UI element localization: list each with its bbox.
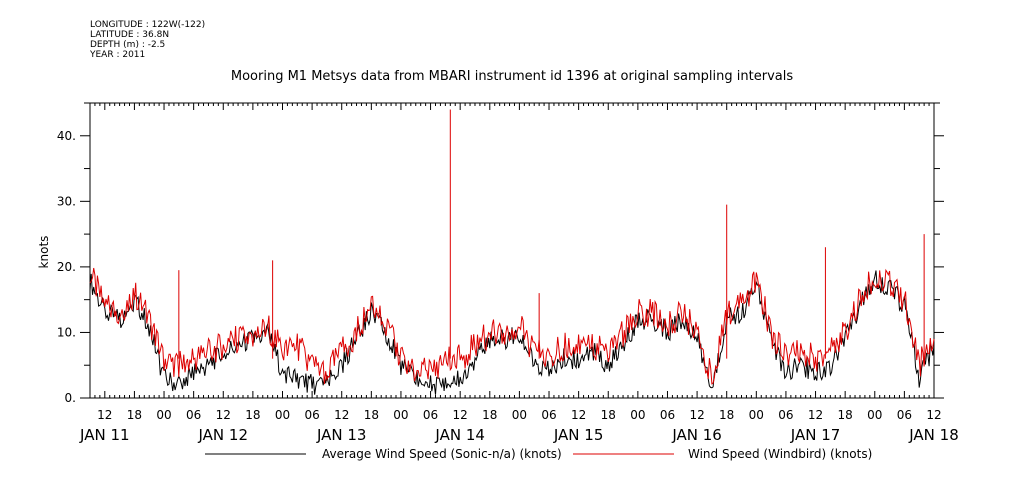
x-hour-label: 06 — [897, 408, 912, 422]
x-tick-labels: 12 18 00 06 12 18 00 06 12 18 00 06 12 18 00 06 12 18 00 06… — [79, 408, 959, 444]
x-hour-label: 12 — [334, 408, 349, 422]
x-hour-label: 12 — [689, 408, 704, 422]
x-hour-label: 06 — [778, 408, 793, 422]
x-hour-label: 06 — [423, 408, 438, 422]
x-hour-label: 06 — [304, 408, 319, 422]
year-text: YEAR : 2011 — [90, 50, 146, 60]
x-hour-label: 00 — [867, 408, 882, 422]
legend-label-windbird: Wind Speed (Windbird) (knots) — [688, 447, 872, 461]
latitude-text: LATITUDE : 36.8N — [90, 30, 170, 40]
x-hour-label: 18 — [601, 408, 616, 422]
x-hour-label: 06 — [186, 408, 201, 422]
x-day-label: JAN 13 — [316, 426, 367, 444]
series-layer — [89, 109, 935, 395]
chart-title: Mooring M1 Metsys data from MBARI instru… — [231, 69, 793, 84]
x-hour-label: 18 — [245, 408, 260, 422]
x-hour-label: 06 — [660, 408, 675, 422]
legend: Average Wind Speed (Sonic-n/a) (knots) W… — [205, 447, 872, 461]
x-hour-label: 00 — [393, 408, 408, 422]
x-hour-label: 00 — [630, 408, 645, 422]
series-line-0 — [89, 270, 935, 395]
x-hour-label: 12 — [571, 408, 586, 422]
x-day-label: JAN 14 — [434, 426, 485, 444]
x-hour-label: 12 — [216, 408, 231, 422]
y-tick-label: 0. — [65, 391, 76, 405]
x-hour-label: 18 — [127, 408, 142, 422]
x-hour-label: 12 — [453, 408, 468, 422]
x-hour-label: 18 — [838, 408, 853, 422]
legend-label-average: Average Wind Speed (Sonic-n/a) (knots) — [322, 447, 562, 461]
depth-text: DEPTH (m) : -2.5 — [90, 40, 166, 50]
x-hour-label: 12 — [926, 408, 941, 422]
x-hour-label: 18 — [364, 408, 379, 422]
x-day-label: JAN 12 — [198, 426, 249, 444]
y-tick-label: 20. — [57, 260, 76, 274]
series-line-1 — [89, 267, 935, 385]
x-hour-label: 12 — [97, 408, 112, 422]
y-tick-label: 40. — [57, 129, 76, 143]
y-tick-labels: 0. 10. 20. 30. 40. — [57, 129, 76, 405]
y-tick-label: 10. — [57, 325, 76, 339]
y-tick-label: 30. — [57, 194, 76, 208]
x-hour-label: 18 — [719, 408, 734, 422]
x-day-label: JAN 17 — [790, 426, 841, 444]
x-hour-label: 00 — [156, 408, 171, 422]
longitude-text: LONGITUDE : 122W(-122) — [90, 20, 206, 30]
x-day-label: JAN 16 — [671, 426, 722, 444]
y-axis-label: knots — [37, 236, 51, 269]
x-hour-label: 00 — [275, 408, 290, 422]
x-hour-label: 06 — [541, 408, 556, 422]
plot-axes — [80, 102, 944, 399]
plot-frame — [89, 102, 935, 399]
x-day-label: JAN 15 — [553, 426, 604, 444]
x-hour-label: 00 — [749, 408, 764, 422]
x-hour-label: 18 — [482, 408, 497, 422]
metadata-block: LONGITUDE : 122W(-122) LATITUDE : 36.8N … — [90, 20, 205, 60]
x-day-label: JAN 11 — [79, 426, 130, 444]
x-hour-label: 00 — [512, 408, 527, 422]
x-day-label: JAN 18 — [908, 426, 959, 444]
x-hour-label: 12 — [808, 408, 823, 422]
